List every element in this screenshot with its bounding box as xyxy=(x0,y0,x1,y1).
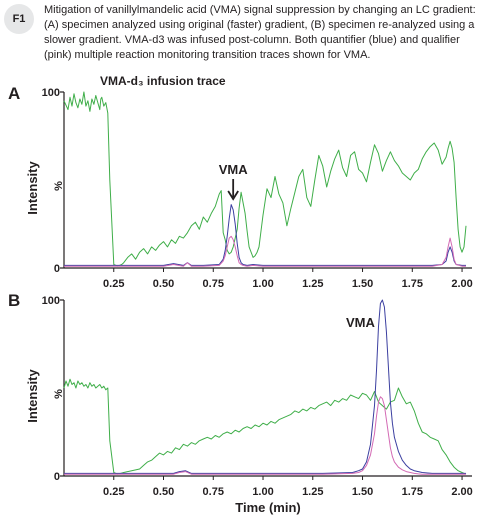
panel-a-y-tick-label-bottom: 0 xyxy=(54,263,60,275)
panel-a-qualifier-trace xyxy=(64,235,466,267)
panel-a-x-tick-label: 0.75 xyxy=(203,278,224,290)
panel-b-x-tick-label: 1.50 xyxy=(352,486,373,498)
panel-a-label: A xyxy=(8,84,20,103)
panel-b-x-tick-label: 0.50 xyxy=(153,486,174,498)
panel-b-x-label: Time (min) xyxy=(235,500,301,515)
panel-a-infusion-annotation: VMA-d₃ infusion trace xyxy=(100,74,226,88)
panel-a-y-unit: % xyxy=(53,181,65,191)
panel-b-y-tick-label-top: 100 xyxy=(42,295,60,307)
panel-b-label: B xyxy=(8,291,20,310)
panel-b-y-label: Intensity xyxy=(25,369,40,423)
figure-badge-label: F1 xyxy=(12,13,26,25)
panel-a-x-tick-label: 0.25 xyxy=(103,278,124,290)
panel-b-x-tick-label: 1.75 xyxy=(402,486,423,498)
panel-a-x-tick-label: 1.00 xyxy=(252,278,273,290)
panel-a-x-tick-label: 2.00 xyxy=(451,278,472,290)
panel-a-vma-annotation: VMA xyxy=(219,162,249,177)
panel-a-vma-arrow-head xyxy=(227,190,239,201)
panel-b-y-tick-label-bottom: 0 xyxy=(54,471,60,483)
panel-b-x-tick-label: 0.75 xyxy=(203,486,224,498)
panel-b-vma-annotation: VMA xyxy=(346,315,376,330)
panel-a-x-tick-label: 1.75 xyxy=(402,278,423,290)
panel-b-infusion-trace xyxy=(63,378,467,475)
panel-a-x-tick-label: 1.50 xyxy=(352,278,373,290)
panel-a-quantifier-trace xyxy=(64,204,466,266)
panel-b-x-tick-label: 1.00 xyxy=(252,486,273,498)
figure-caption: Mitigation of vanillylmandelic acid (VMA… xyxy=(44,4,476,61)
panel-b-x-tick-label: 2.00 xyxy=(451,486,472,498)
panel-a-infusion-trace xyxy=(63,91,467,267)
panel-b-x-tick-label: 1.25 xyxy=(302,486,323,498)
panel-b-quantifier-trace xyxy=(64,299,466,474)
panel-b-y-unit: % xyxy=(53,389,65,399)
panel-a-x-tick-label: 0.50 xyxy=(153,278,174,290)
panel-b-qualifier-trace xyxy=(64,396,466,475)
panel-a-x-tick-label: 1.25 xyxy=(302,278,323,290)
panel-a-y-label: Intensity xyxy=(25,161,40,215)
panel-a-y-tick-label-top: 100 xyxy=(42,87,60,99)
figure-badge: F1 xyxy=(4,4,34,34)
panel-b-x-tick-label: 0.25 xyxy=(103,486,124,498)
